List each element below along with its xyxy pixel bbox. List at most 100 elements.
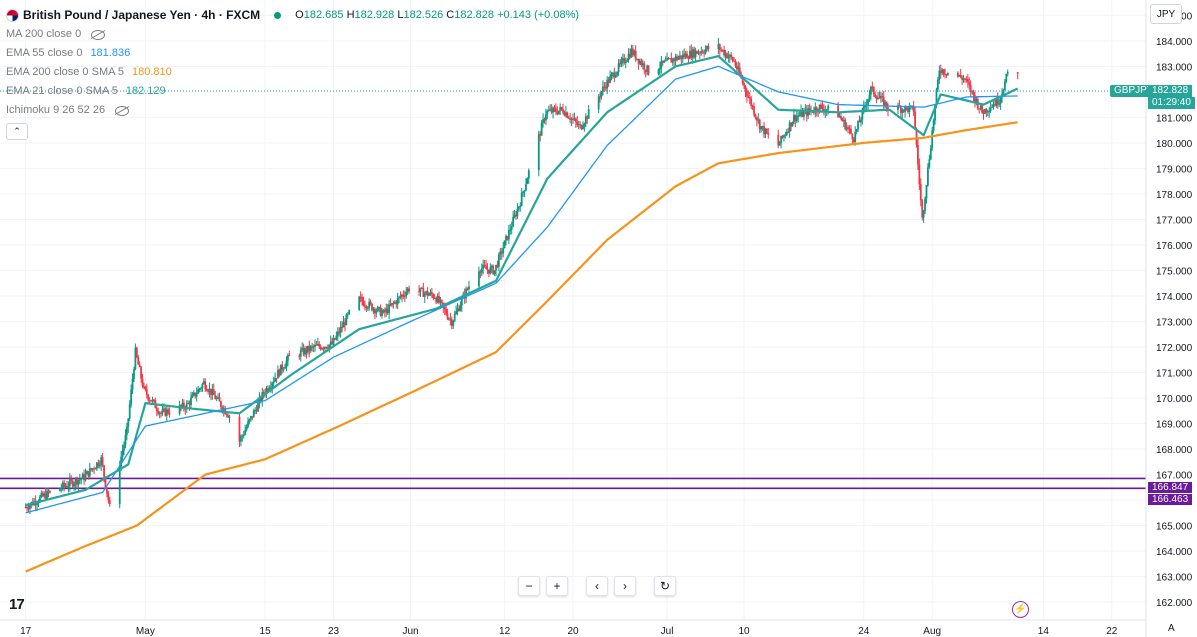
candle-body [821, 105, 824, 109]
symbol-price-label: GBPJPY [1110, 85, 1158, 97]
currency-selector[interactable]: JPY [1150, 4, 1182, 24]
candle-body [924, 198, 926, 211]
candle-body [281, 364, 284, 370]
candle-body [539, 134, 542, 136]
candle-body [466, 288, 469, 290]
candle-body [140, 367, 143, 379]
candle-body [334, 338, 336, 340]
candle-body [840, 116, 842, 119]
candle-body [666, 58, 668, 61]
candle-body [764, 128, 767, 135]
candle-body [919, 184, 922, 201]
ohlc-values: O182.685 H182.928 L182.526 C182.828 +0.1… [295, 9, 580, 21]
candle-body [210, 388, 212, 395]
candle-body [520, 192, 523, 206]
candle-body [818, 104, 821, 112]
candle-body [339, 326, 342, 333]
reset-chart-button[interactable]: ↻ [654, 576, 676, 596]
candle-body [190, 397, 192, 406]
candle-body [251, 416, 254, 418]
candle-body [214, 394, 217, 400]
candle-body [556, 111, 559, 114]
candle-body [322, 348, 325, 350]
indicator-value: 181.836 [90, 47, 131, 59]
scroll-left-button[interactable]: ‹ [586, 576, 608, 596]
candle-body [820, 104, 822, 106]
candle-body [763, 126, 765, 135]
price-tick-label: 170.000 [1156, 394, 1193, 405]
candle-body [547, 110, 550, 112]
candle-body [966, 79, 969, 83]
candle-body [931, 130, 934, 149]
auto-scale-button[interactable]: A [1168, 623, 1175, 634]
lightning-icon[interactable]: ⚡ [1012, 601, 1029, 618]
candle-body [946, 72, 949, 75]
candle-body [248, 419, 251, 422]
candle-body [917, 144, 919, 165]
candle-body [643, 63, 646, 70]
candle-body [306, 345, 309, 353]
candle-body [944, 73, 946, 75]
hidden-eye-icon[interactable] [91, 29, 106, 40]
candle-body [342, 322, 345, 328]
candle-body [312, 346, 315, 348]
tradingview-logo-icon[interactable]: 17 [9, 596, 25, 613]
candle-body [942, 69, 945, 74]
candle-body [614, 75, 617, 78]
candle-body [363, 305, 366, 307]
candle-body [862, 106, 865, 110]
candle-body [979, 105, 982, 109]
time-tick-label: Aug [923, 626, 941, 637]
candle-body [540, 122, 543, 136]
symbol-title[interactable]: British Pound / Japanese Yen · 4h · FXCM [23, 8, 261, 22]
candle-body [887, 107, 889, 110]
candle-body [157, 410, 160, 414]
indicator-row[interactable]: EMA 200 close 0 SMA 5 180.810 [6, 63, 579, 82]
candle-body [282, 368, 285, 370]
candle-body [228, 416, 231, 418]
candle-body [492, 265, 495, 275]
candle-body [70, 479, 73, 481]
time-tick-label: 24 [858, 626, 870, 637]
candle-body [543, 119, 546, 121]
candle-body [995, 97, 998, 106]
candle-body [460, 298, 463, 306]
candle-body [47, 490, 50, 493]
candle-body [429, 292, 432, 295]
candle-body [734, 61, 737, 66]
indicator-row[interactable]: EMA 21 close 0 SMA 5 182.129 [6, 82, 579, 101]
candle-body [439, 300, 442, 303]
zoom-in-button[interactable]: + [546, 576, 568, 596]
candle-body [989, 107, 992, 112]
indicator-row[interactable]: Ichimoku 9 26 52 26 [6, 101, 579, 120]
horizontal-lines [0, 477, 1146, 490]
candle-body [867, 99, 869, 105]
candle-body [564, 112, 567, 116]
scroll-right-button[interactable]: › [614, 576, 636, 596]
candle-body [790, 122, 792, 127]
indicator-row[interactable]: EMA 55 close 0 181.836 [6, 44, 579, 63]
candle-body [707, 46, 710, 50]
candle-body [576, 121, 579, 125]
candle-body [478, 271, 480, 287]
collapse-legend-button[interactable]: ⌃ [6, 123, 28, 140]
candle-body [90, 468, 93, 470]
candle-body [882, 96, 885, 107]
candle-body [701, 51, 704, 53]
symbol-row[interactable]: British Pound / Japanese Yen · 4h · FXCM… [6, 6, 579, 25]
candle-body [205, 389, 208, 391]
candle-body [218, 397, 221, 402]
zoom-out-button[interactable]: − [518, 576, 540, 596]
candle-body [137, 356, 140, 365]
hidden-eye-icon[interactable] [115, 105, 130, 116]
candle-body [324, 346, 326, 349]
indicator-row[interactable]: MA 200 close 0 [6, 25, 579, 44]
candle-body [26, 506, 28, 509]
candle-body [468, 286, 470, 290]
candle-body [750, 98, 753, 106]
grid [0, 0, 1146, 620]
candle-body [27, 508, 30, 510]
indicator-line [25, 121, 1018, 573]
candle-body [647, 65, 650, 75]
